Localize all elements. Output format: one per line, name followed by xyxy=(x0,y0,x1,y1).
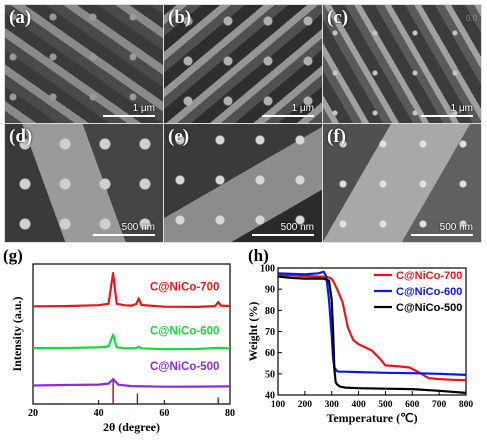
sem-micrograph xyxy=(5,124,163,242)
sem-micrograph xyxy=(323,5,481,123)
x-tick-label: 40 xyxy=(94,408,104,419)
tga-series-line xyxy=(277,273,467,382)
sem-panel-letter: (c) xyxy=(327,7,349,28)
x-tick-label: 600 xyxy=(405,400,420,410)
scale-bar: 1 μm xyxy=(421,103,473,117)
x-axis-label: Temperature (℃) xyxy=(326,411,417,425)
scale-bar-line xyxy=(262,115,314,117)
legend-label: C@NiCo-600 xyxy=(396,286,462,298)
scale-bar-label: 500 nm xyxy=(439,222,473,233)
xrd-series-line xyxy=(32,333,231,351)
legend-label: C@NiCo-700 xyxy=(396,270,462,282)
plot-frame xyxy=(32,263,231,405)
scale-bar: 1 μm xyxy=(103,103,155,117)
scale-bar-line xyxy=(93,234,155,236)
x-tick-label: 200 xyxy=(298,400,313,410)
x-axis-label: 2θ (degree) xyxy=(103,420,160,434)
xrd-chart-svg: C@NiCo-700 C@NiCo-600 C@NiCo-500 20 40 60 80 2θ… xyxy=(10,263,235,434)
scale-bar: 500 nm xyxy=(411,222,473,236)
scale-bar-line xyxy=(252,234,314,236)
sem-panel-letter: (d) xyxy=(9,126,33,147)
panel-g-letter: (g) xyxy=(3,246,23,265)
x-tick-label: 800 xyxy=(459,400,474,410)
y-tick-label: 100 xyxy=(260,264,275,275)
sem-micrograph xyxy=(164,124,322,242)
x-tick-label: 80 xyxy=(225,408,235,419)
y-tick-label: 70 xyxy=(265,327,275,338)
sem-micrograph xyxy=(323,124,481,242)
y-axis-label: Intensity (a.u.) xyxy=(10,296,24,371)
sem-panel-letter: (f) xyxy=(327,126,346,147)
sem-panel-3: (c) 1 μm xyxy=(322,4,482,124)
series-label: C@NiCo-600 xyxy=(150,326,219,338)
series-label: C@NiCo-500 xyxy=(150,361,219,373)
y-tick-label: 90 xyxy=(265,285,275,296)
sem-panel-6: (f) 500 nm xyxy=(322,123,482,243)
sem-panel-letter: (a) xyxy=(9,7,32,28)
sem-micrograph xyxy=(5,5,163,123)
sem-panel-4: (d) 500 nm xyxy=(4,123,164,243)
sem-panel-5: (e) 500 nm xyxy=(163,123,323,243)
scale-bar-label: 1 μm xyxy=(291,103,314,114)
scale-bar-line xyxy=(103,115,155,117)
scale-bar-label: 500 nm xyxy=(280,222,314,233)
scale-bar-label: 500 nm xyxy=(121,222,155,233)
y-tick-label: 40 xyxy=(265,391,275,402)
scale-bar: 1 μm xyxy=(262,103,314,117)
legend-label: C@NiCo-500 xyxy=(396,302,462,314)
scale-bar-line xyxy=(411,234,473,236)
sem-micrograph xyxy=(164,5,322,123)
panel-g-xrd-chart: C@NiCo-700 C@NiCo-600 C@NiCo-500 20 40 60 80 2θ… xyxy=(0,244,243,436)
x-tick-label: 60 xyxy=(159,408,169,419)
y-tick-label: 80 xyxy=(265,306,275,317)
panel-h-tga-chart: 40 50 60 70 80 90 100 100 200 300 400 500 600 700 800 C… xyxy=(244,244,487,436)
x-tick-label: 400 xyxy=(351,400,366,410)
x-tick-label: 500 xyxy=(378,400,393,410)
sem-panel-2: (b) 1 μm xyxy=(163,4,323,124)
y-axis-label: Weight (%) xyxy=(246,302,260,362)
xrd-series-line xyxy=(32,272,231,309)
scale-bar-label: 1 μm xyxy=(450,103,473,114)
panel-h-letter: (h) xyxy=(248,246,269,265)
scale-bar-line xyxy=(421,115,473,117)
y-tick-label: 60 xyxy=(265,348,275,359)
y-tick-label: 50 xyxy=(265,369,275,380)
x-tick-label: 100 xyxy=(271,400,286,410)
scale-bar: 500 nm xyxy=(252,222,314,236)
tga-series-line xyxy=(277,275,467,394)
sem-panel-1: (a) 1 μm xyxy=(4,4,164,124)
scale-bar-label: 1 μm xyxy=(132,103,155,114)
xrd-series-line xyxy=(32,378,231,388)
scale-bar: 500 nm xyxy=(93,222,155,236)
corner-note: 0.0 xyxy=(466,14,478,23)
sem-panel-letter: (b) xyxy=(168,7,192,28)
series-label: C@NiCo-700 xyxy=(150,281,219,293)
x-tick-label: 20 xyxy=(28,408,38,419)
tga-chart-svg: 40 50 60 70 80 90 100 100 200 300 400 500 600 700 800 C… xyxy=(246,264,474,426)
sem-panel-letter: (e) xyxy=(168,126,190,147)
x-tick-label: 300 xyxy=(325,400,340,410)
x-tick-label: 700 xyxy=(432,400,447,410)
